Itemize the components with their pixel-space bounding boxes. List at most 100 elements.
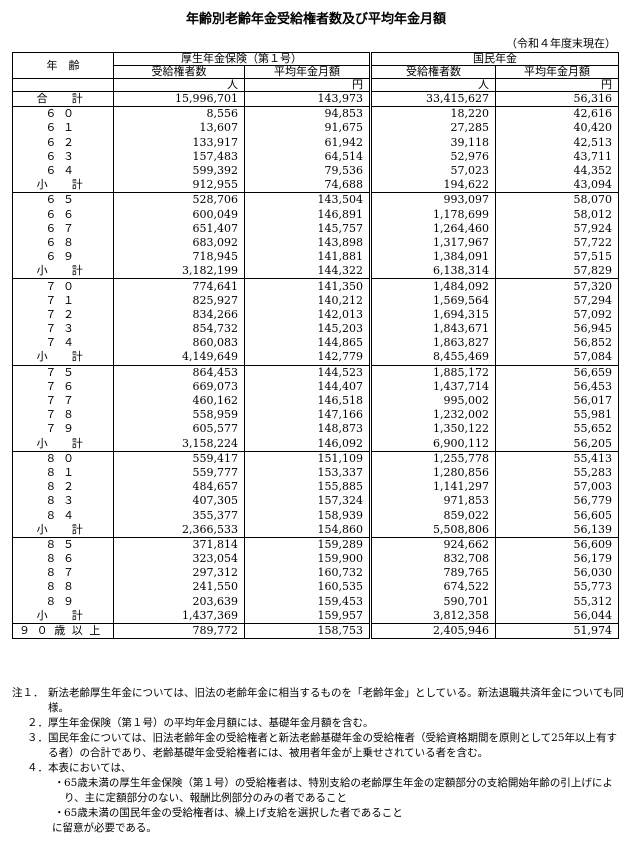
value-cell: 57,829 <box>495 264 619 279</box>
age-label: ７２ <box>12 307 114 322</box>
value-cell: 590,701 <box>369 594 496 609</box>
table-row: 小 計 4,149,649 142,779 8,455,469 57,084 <box>12 350 619 366</box>
value-cell: 1,384,091 <box>369 250 496 265</box>
value-cell: 683,092 <box>113 235 245 251</box>
note-label: ４． <box>27 762 48 774</box>
value-cell: 56,316 <box>495 91 619 107</box>
value-cell: 2,405,946 <box>369 623 496 639</box>
age-label: ８６ <box>12 552 114 567</box>
table-row: ７９ 605,577 148,873 1,350,122 55,652 <box>12 422 619 437</box>
note: 注１． 新法老齢厚生年金については、旧法の老齢年金に相当するものを「老齢年金」とし… <box>12 686 624 716</box>
age-label: 小 計 <box>12 522 114 538</box>
table-row: ８９ 203,639 159,453 590,701 55,312 <box>12 594 619 609</box>
value-cell: 1,350,122 <box>369 422 496 437</box>
table-header: 年 齢 厚生年金保険（第１号） 国民年金 受給権者数 平均年金月額 受給権者数 … <box>12 52 619 92</box>
table-row: ８６ 323,054 159,900 832,708 56,179 <box>12 552 619 567</box>
value-cell: 154,860 <box>244 522 371 538</box>
value-cell: 15,996,701 <box>113 91 245 107</box>
value-cell: 789,765 <box>369 566 496 581</box>
age-label: ８５ <box>12 537 114 552</box>
value-cell: 1,863,827 <box>369 336 496 351</box>
value-cell: 355,377 <box>113 508 245 523</box>
value-cell: 1,569,564 <box>369 293 496 308</box>
age-label: ６１ <box>12 121 114 136</box>
value-cell: 57,515 <box>495 250 619 265</box>
table-section: ６５ 528,706 143,504 993,097 58,070 ６６ 600,049 14… <box>12 192 619 279</box>
value-cell: 56,453 <box>495 379 619 394</box>
value-cell: 40,420 <box>495 121 619 136</box>
unit: 円 <box>244 78 371 92</box>
value-cell: 599,392 <box>113 163 245 179</box>
date-note: （令和４年度末現在） <box>506 37 616 50</box>
table-row: ９０歳以上 789,772 158,753 2,405,946 51,974 <box>12 623 619 639</box>
value-cell: 559,777 <box>113 465 245 481</box>
age-label: ７９ <box>12 422 114 437</box>
value-cell: 859,022 <box>369 508 496 523</box>
value-cell: 56,852 <box>495 336 619 351</box>
data-table: 年 齢 厚生年金保険（第１号） 国民年金 受給権者数 平均年金月額 受給権者数 … <box>12 52 619 639</box>
table-row: ８１ 559,777 153,337 1,280,856 55,283 <box>12 465 619 481</box>
value-cell: 56,659 <box>495 365 619 380</box>
value-cell: 91,675 <box>244 121 371 136</box>
value-cell: 155,885 <box>244 480 371 495</box>
table-section: ８５ 371,814 159,289 924,662 56,609 ８６ 323,054 15… <box>12 537 619 624</box>
age-label: ９０歳以上 <box>12 623 114 639</box>
value-cell: 371,814 <box>113 537 245 552</box>
value-cell: 1,437,369 <box>113 608 245 624</box>
table-row: 小 計 912,955 74,688 194,622 43,094 <box>12 178 619 193</box>
value-cell: 142,779 <box>244 350 371 366</box>
value-cell: 1,437,714 <box>369 379 496 394</box>
value-cell: 140,212 <box>244 293 371 308</box>
value-cell: 1,232,002 <box>369 408 496 423</box>
age-label: ７６ <box>12 379 114 394</box>
value-cell: 6,138,314 <box>369 264 496 279</box>
value-cell: 57,320 <box>495 278 619 294</box>
value-cell: 159,957 <box>244 608 371 624</box>
note: ４． 本表においては、 <box>12 761 624 776</box>
value-cell: 153,337 <box>244 465 371 481</box>
note-label: ３． <box>27 732 48 744</box>
value-cell: 147,166 <box>244 408 371 423</box>
table-row: ８７ 297,312 160,732 789,765 56,030 <box>12 566 619 581</box>
value-cell: 148,873 <box>244 422 371 437</box>
value-cell: 1,141,297 <box>369 480 496 495</box>
value-cell: 42,513 <box>495 135 619 150</box>
note-text: 65歳未満の国民年金の受給権者は、繰上げ支給を選択した者であること <box>64 807 403 819</box>
value-cell: 789,772 <box>113 623 245 639</box>
value-cell: 825,927 <box>113 293 245 308</box>
blank-cell <box>12 78 114 92</box>
value-cell: 1,694,315 <box>369 307 496 322</box>
value-cell: 407,305 <box>113 494 245 509</box>
table-row: ８４ 355,377 158,939 859,022 56,605 <box>12 508 619 523</box>
table-row: 小 計 1,437,369 159,957 3,812,358 56,044 <box>12 608 619 624</box>
value-cell: 144,865 <box>244 336 371 351</box>
table-row: ６９ 718,945 141,881 1,384,091 57,515 <box>12 250 619 265</box>
value-cell: 61,942 <box>244 135 371 150</box>
value-cell: 42,616 <box>495 106 619 122</box>
value-cell: 145,203 <box>244 322 371 337</box>
value-cell: 194,622 <box>369 178 496 193</box>
age-label: ８０ <box>12 451 114 466</box>
unit-row: 人 円 人 円 <box>12 78 619 92</box>
age-label: ８３ <box>12 494 114 509</box>
value-cell: 39,118 <box>369 135 496 150</box>
age-label: 小 計 <box>12 264 114 279</box>
value-cell: 1,484,092 <box>369 278 496 294</box>
note-label: ・ <box>54 777 65 789</box>
value-cell: 146,092 <box>244 436 371 452</box>
age-label: ８７ <box>12 566 114 581</box>
age-label: ６０ <box>12 106 114 122</box>
value-cell: 832,708 <box>369 552 496 567</box>
column-header: 受給権者数 <box>369 65 496 79</box>
age-label: ８２ <box>12 480 114 495</box>
value-cell: 146,518 <box>244 393 371 409</box>
value-cell: 484,657 <box>113 480 245 495</box>
table-row: ７２ 834,266 142,013 1,694,315 57,092 <box>12 307 619 322</box>
value-cell: 860,083 <box>113 336 245 351</box>
value-cell: 58,070 <box>495 192 619 208</box>
note-text: 新法老齢厚生年金については、旧法の老齢年金に相当するものを「老齢年金」としている… <box>48 687 624 714</box>
age-label: 小 計 <box>12 608 114 624</box>
age-label: ６２ <box>12 135 114 150</box>
value-cell: 141,881 <box>244 250 371 265</box>
